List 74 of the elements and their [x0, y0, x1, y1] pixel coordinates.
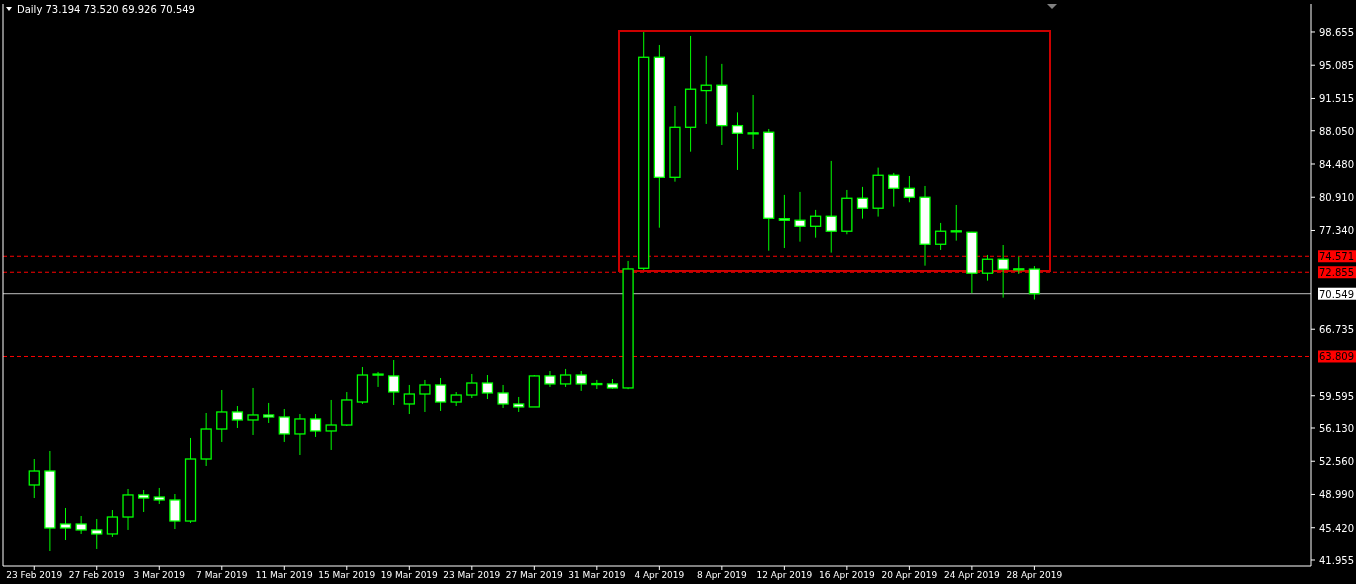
candlestick	[888, 172, 900, 208]
ref-line-label: 74.571	[1319, 251, 1354, 263]
candlestick	[747, 94, 759, 150]
candlestick	[59, 507, 72, 541]
x-tick-label: 3 Mar 2019	[133, 570, 186, 580]
y-tick-label: 80.910	[1319, 192, 1354, 204]
x-tick-label: 31 Mar 2019	[568, 570, 626, 580]
x-tick-label: 19 Mar 2019	[380, 570, 439, 580]
x-tick-label: 20 Apr 2019	[881, 570, 938, 580]
candlestick	[825, 160, 837, 254]
candlestick	[575, 370, 587, 392]
candlestick	[388, 359, 400, 406]
candlestick	[731, 111, 744, 171]
candlestick	[263, 402, 275, 424]
y-tick-label: 77.340	[1319, 225, 1354, 237]
y-tick-label: 56.130	[1319, 422, 1354, 434]
candlestick	[466, 373, 478, 399]
x-tick-label: 11 Mar 2019	[255, 570, 314, 580]
ref-line-label: 63.809	[1319, 351, 1354, 363]
candlestick	[997, 244, 1009, 299]
candlestick	[794, 191, 806, 243]
candlestick	[278, 408, 290, 443]
candlestick	[372, 371, 384, 388]
x-tick-label: 12 Apr 2019	[756, 570, 813, 580]
y-tick-label: 98.655	[1319, 26, 1354, 38]
y-tick-label: 88.050	[1319, 125, 1354, 137]
y-tick-label: 45.420	[1319, 522, 1354, 534]
candlestick	[497, 384, 509, 409]
candlestick	[856, 186, 869, 220]
candlestick	[216, 389, 228, 443]
candlestick	[481, 374, 494, 400]
candlestick	[309, 413, 322, 438]
x-tick-label: 7 Mar 2019	[196, 570, 248, 580]
candlestick	[122, 488, 134, 531]
candlestick	[903, 175, 916, 203]
x-tick-label: 4 Apr 2019	[634, 570, 685, 580]
y-tick-label: 48.990	[1319, 489, 1354, 501]
candlestick	[778, 194, 791, 249]
y-tick-label: 66.735	[1319, 324, 1354, 336]
candlestick	[231, 405, 244, 429]
x-tick-label: 23 Mar 2019	[443, 570, 501, 580]
candlestick	[934, 222, 947, 251]
x-tick-label: 16 Apr 2019	[819, 570, 875, 580]
y-tick-label: 59.595	[1319, 390, 1354, 402]
candlestick	[434, 377, 447, 412]
y-tick-label: 41.955	[1319, 554, 1354, 566]
candlestick	[419, 379, 431, 413]
candlestick	[138, 489, 150, 513]
x-tick-label: 23 Feb 2019	[6, 570, 63, 580]
candlestick	[809, 209, 822, 239]
ref-line-label: 72.855	[1319, 267, 1354, 279]
x-tick-label: 8 Apr 2019	[696, 570, 748, 580]
y-tick-label: 91.515	[1319, 93, 1354, 105]
x-tick-label: 15 Mar 2019	[318, 570, 376, 580]
candlestick	[981, 254, 994, 282]
candlestick	[247, 387, 259, 436]
y-tick-label: 52.560	[1319, 456, 1354, 468]
x-tick-label: 24 Apr 2019	[944, 570, 1000, 580]
y-tick-label: 95.085	[1319, 60, 1354, 72]
candlestick	[403, 384, 415, 415]
x-tick-label: 28 Apr 2019	[1006, 570, 1063, 580]
x-tick-label: 27 Feb 2019	[68, 570, 126, 580]
candlestick	[950, 204, 962, 242]
y-tick-label: 84.480	[1319, 158, 1354, 170]
chart-title: Daily 73.194 73.520 69.926 70.549	[17, 4, 195, 15]
candlestick	[325, 399, 337, 451]
candlestick	[28, 458, 40, 499]
candlestick	[169, 493, 181, 530]
candlestick	[106, 509, 119, 538]
candlestick	[294, 413, 306, 456]
candlestick	[91, 518, 103, 550]
candlestick	[75, 515, 87, 535]
ref-line-label: 70.549	[1319, 288, 1354, 300]
x-tick-label: 27 Mar 2019	[505, 570, 564, 580]
